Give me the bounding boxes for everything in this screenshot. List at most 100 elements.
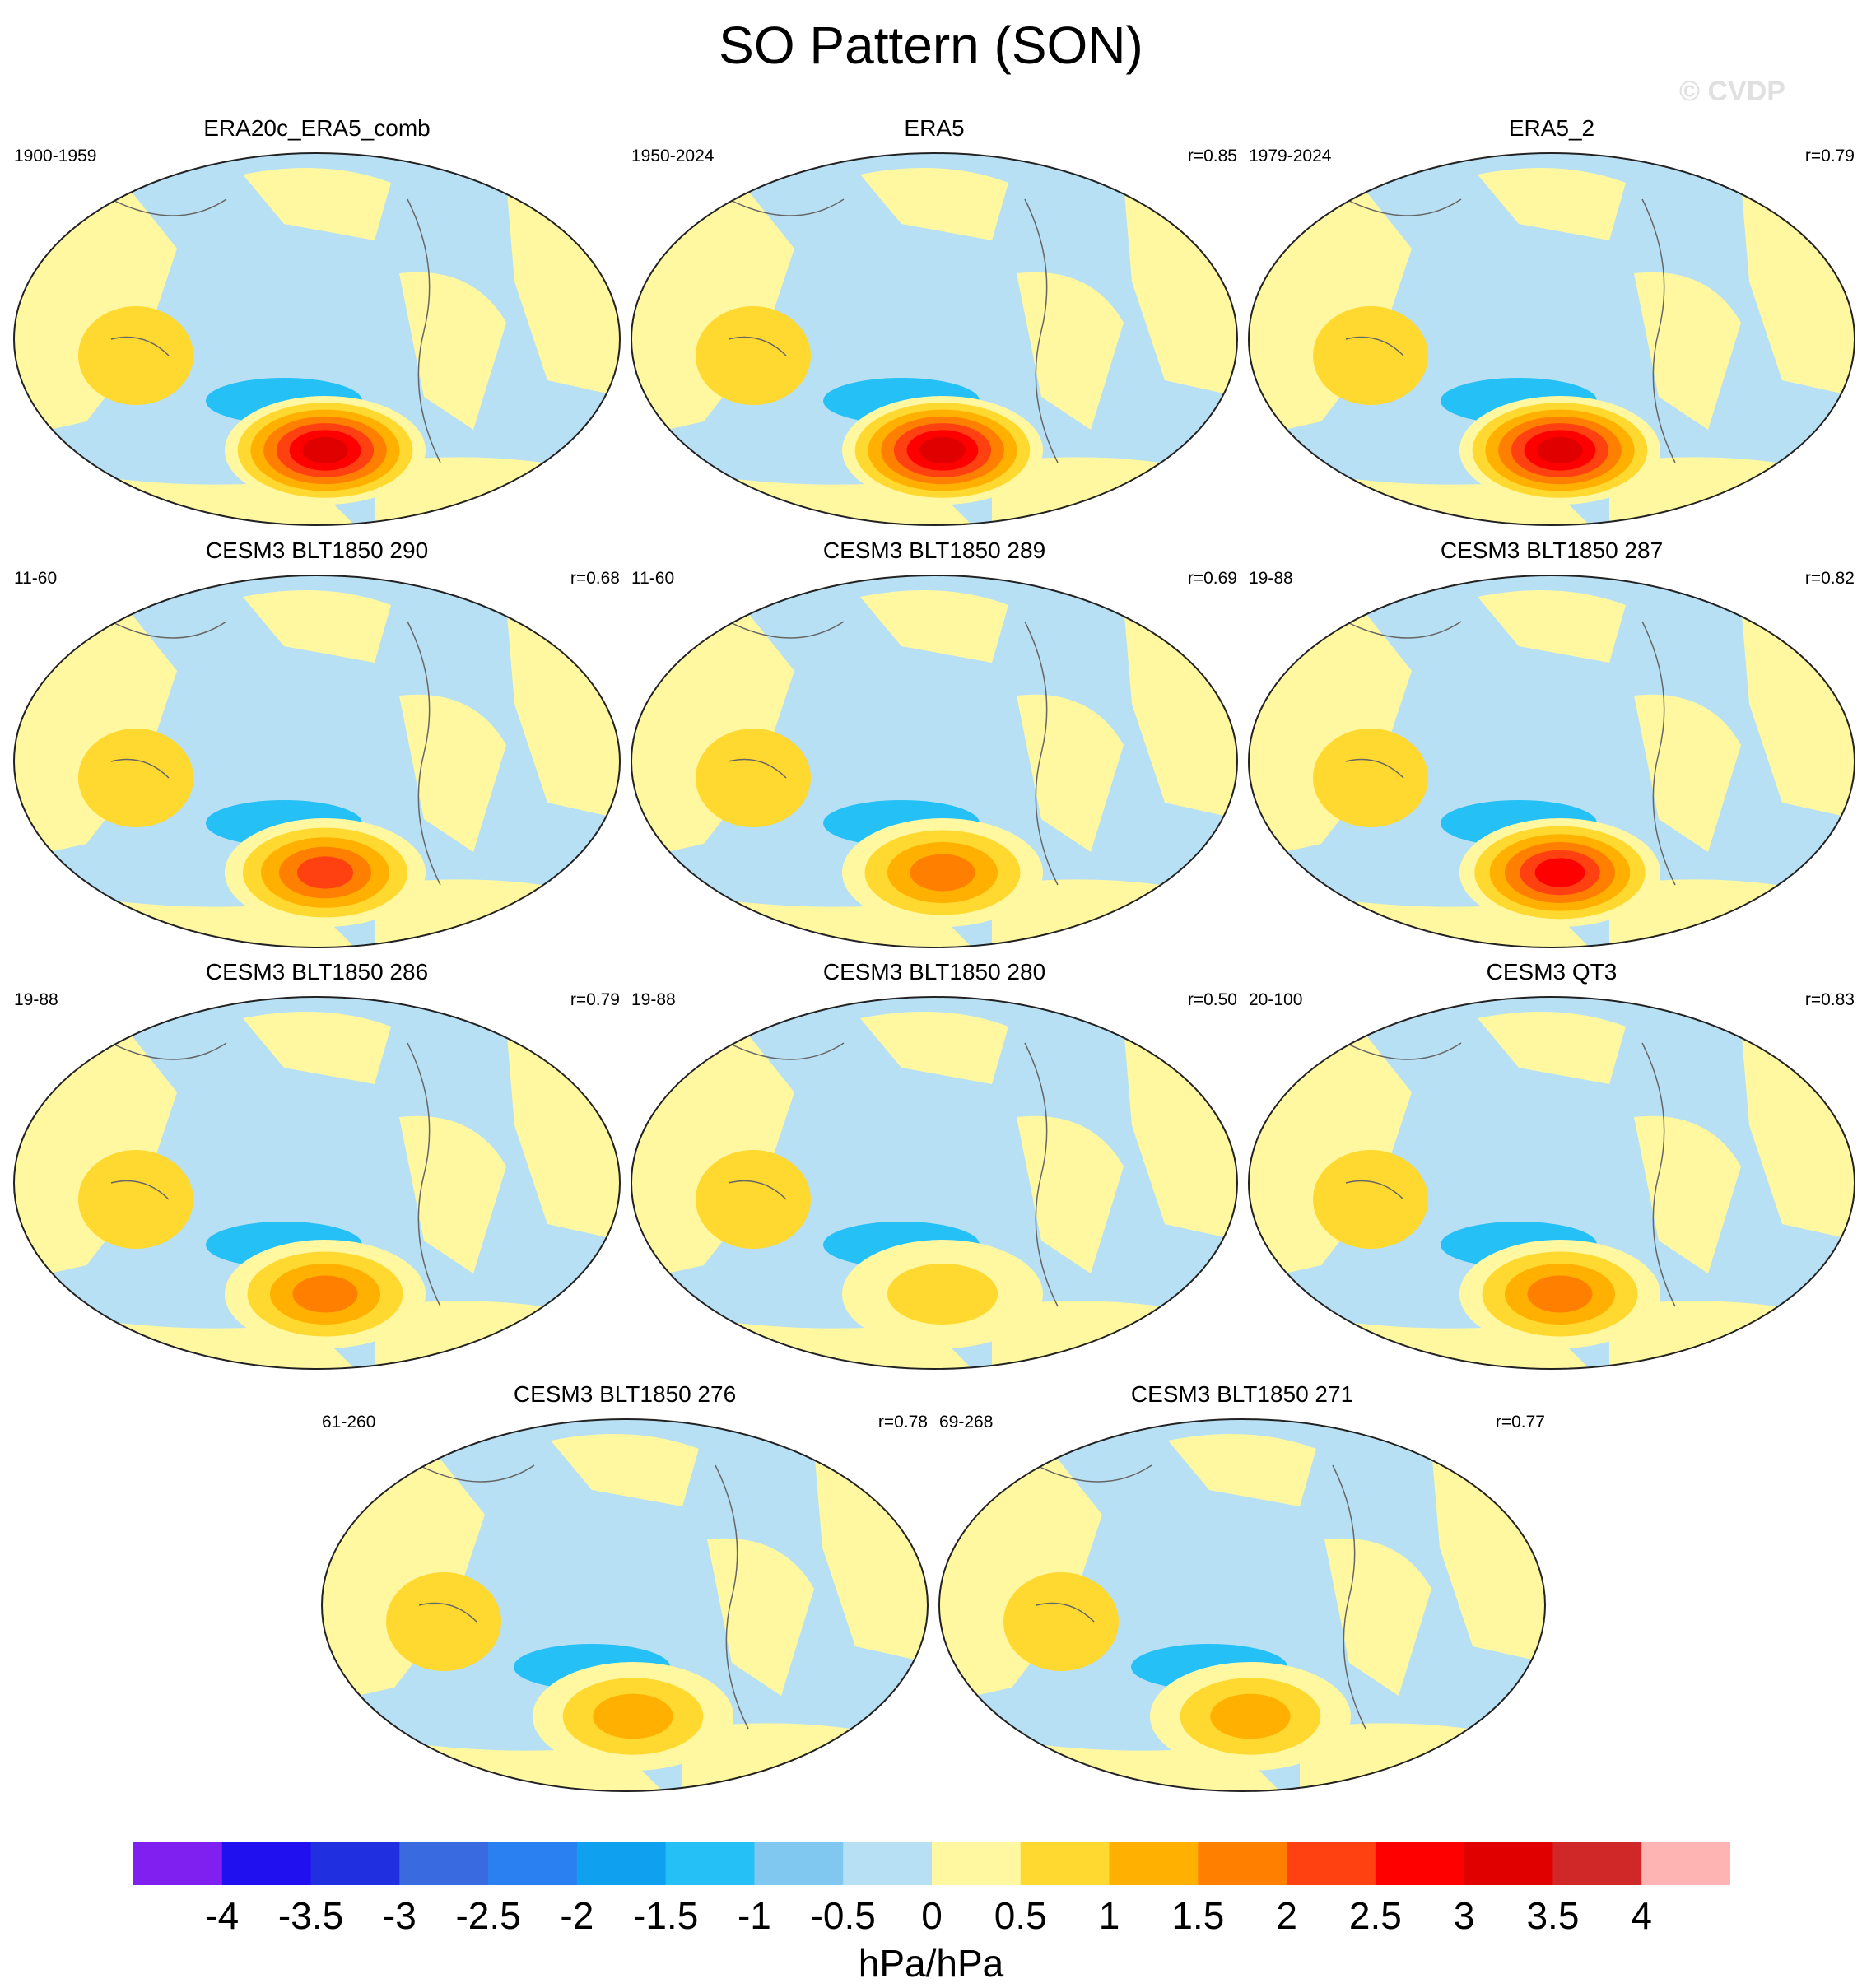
panel-period: 1900-1959: [14, 147, 97, 165]
positive-anomaly-region: [399, 272, 506, 430]
panel-correlation: r=0.78: [877, 1413, 928, 1432]
map-svg: [321, 1418, 929, 1792]
australia-positive-anomaly: [1003, 1572, 1119, 1671]
map-svg: [1248, 575, 1855, 948]
panel-title: CESM3 BLT1850 276: [513, 1381, 737, 1407]
positive-anomaly-region: [1017, 1115, 1124, 1273]
panel-title: ERA20c_ERA5_comb: [203, 115, 431, 141]
map-border: [1248, 996, 1855, 1370]
colorbar-tick-label: 1: [1098, 1894, 1120, 1937]
map-svg: [631, 575, 1238, 948]
colorbar-segment: [665, 1842, 755, 1885]
map-border: [13, 152, 621, 526]
amundsen-positive-anomaly: [302, 436, 348, 464]
colorbar-segment: [310, 1842, 400, 1885]
colorbar-segment: [488, 1842, 578, 1885]
map-svg: [938, 1418, 1546, 1792]
positive-anomaly-region: [1478, 1012, 1626, 1084]
colorbar-tick-label: 1.5: [1171, 1894, 1225, 1937]
colorbar-segment: [1287, 1842, 1376, 1885]
map-border: [631, 575, 1238, 948]
amundsen-positive-anomaly: [593, 1693, 673, 1739]
coastlines: [418, 1464, 749, 1730]
positive-anomaly-region: [1634, 272, 1741, 430]
coastlines: [728, 621, 1059, 886]
panel-title: CESM3 BLT1850 286: [205, 959, 429, 985]
coastlines: [1345, 1042, 1676, 1307]
positive-anomaly-region: [243, 168, 391, 240]
positive-anomaly-region: [1478, 590, 1626, 663]
coastlines: [1345, 621, 1676, 886]
panel-title: CESM3 QT3: [1486, 959, 1618, 985]
colorbar-tick-label: -2.5: [455, 1894, 521, 1937]
map-panel: ERA5 1950-2024 r=0.85: [630, 115, 1239, 535]
positive-anomaly-region: [1478, 168, 1626, 240]
australia-positive-anomaly: [386, 1572, 501, 1671]
australia-positive-anomaly: [696, 306, 811, 405]
positive-anomaly-region: [1017, 272, 1124, 430]
panel-title: CESM3 BLT1850 271: [1130, 1381, 1354, 1407]
amundsen-positive-anomaly: [292, 1275, 358, 1313]
australia-positive-anomaly: [78, 729, 193, 827]
map-border: [13, 996, 621, 1370]
coastlines: [1036, 1464, 1366, 1730]
panel-period: 11-60: [631, 569, 675, 588]
panel-correlation: r=0.79: [570, 990, 620, 1009]
panel-period: 19-88: [1249, 569, 1293, 588]
positive-anomaly-region: [551, 1434, 699, 1506]
australia-positive-anomaly: [1313, 306, 1428, 405]
map-border: [938, 1418, 1546, 1792]
colorbar: [133, 1842, 1730, 1885]
colorbar-tick-label: 0: [921, 1894, 943, 1937]
amundsen-positive-anomaly: [297, 856, 353, 889]
positive-anomaly-region: [707, 1538, 814, 1696]
positive-anomaly-region: [1168, 1434, 1316, 1506]
colorbar-tick-label: 2.5: [1348, 1894, 1402, 1937]
colorbar-tick-label: 3: [1453, 1894, 1475, 1937]
colorbar-segment: [843, 1842, 933, 1885]
positive-anomaly-region: [860, 590, 1008, 663]
positive-anomaly-region: [1017, 694, 1124, 852]
colorbar-segment: [133, 1842, 223, 1885]
map-panel: CESM3 QT3 20-100 r=0.83: [1247, 959, 1856, 1379]
colorbar-segment: [1109, 1842, 1199, 1885]
panel-title: ERA5_2: [1508, 115, 1595, 141]
map-svg: [631, 996, 1238, 1370]
panel-period: 61-260: [322, 1413, 376, 1432]
coastlines: [110, 1042, 441, 1307]
panel-title: CESM3 BLT1850 290: [205, 538, 429, 563]
colorbar-segment: [1020, 1842, 1110, 1885]
positive-anomaly-region: [860, 1012, 1008, 1084]
colorbar-units: hPa/hPa: [858, 1942, 1004, 1985]
colorbar-tick-label: -4: [205, 1894, 240, 1937]
australia-positive-anomaly: [696, 729, 811, 827]
panel-period: 1979-2024: [1249, 147, 1332, 165]
panel-title: CESM3 BLT1850 280: [822, 959, 1046, 985]
colorbar-segment: [1552, 1842, 1642, 1885]
map-panel: CESM3 BLT1850 280 19-88 r=0.50: [630, 959, 1239, 1379]
positive-anomaly-region: [399, 694, 506, 852]
colorbar-tick-label: 2: [1276, 1894, 1297, 1937]
map-border: [13, 575, 621, 948]
australia-positive-anomaly: [78, 306, 193, 405]
amundsen-positive-anomaly: [1534, 858, 1585, 887]
colorbar-segment: [1464, 1842, 1553, 1885]
panel-correlation: r=0.69: [1187, 569, 1237, 588]
panel-period: 19-88: [631, 990, 676, 1009]
colorbar-tick-label: 4: [1631, 1894, 1653, 1937]
panel-correlation: r=0.82: [1804, 569, 1855, 588]
positive-anomaly-region: [243, 590, 391, 663]
map-svg: [1248, 996, 1855, 1370]
positive-anomaly-region: [1634, 1115, 1741, 1273]
map-panel: ERA20c_ERA5_comb 1900-1959: [12, 115, 621, 535]
coastlines: [110, 621, 441, 886]
map-panel: CESM3 BLT1850 286 19-88 r=0.79: [12, 959, 621, 1379]
map-svg: [13, 996, 621, 1370]
colorbar-segment: [1641, 1842, 1730, 1885]
map-border: [1248, 152, 1855, 526]
colorbar-tick-label: -1: [737, 1894, 771, 1937]
map-panel: CESM3 BLT1850 271 69-268 r=0.77: [938, 1381, 1547, 1801]
map-border: [321, 1418, 929, 1792]
map-svg: [1248, 152, 1855, 526]
panel-period: 19-88: [14, 990, 58, 1009]
